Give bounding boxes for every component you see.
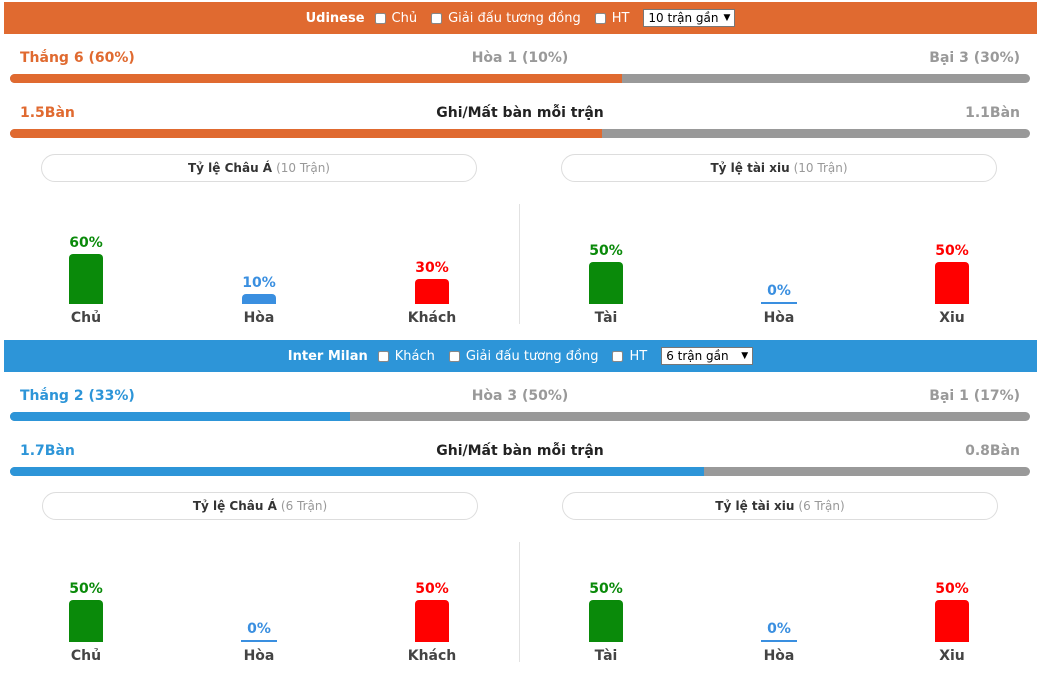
stat-label: Xiu [939, 648, 965, 664]
asia-handicap-tab[interactable]: Tỷ lệ Châu Á (10 Trận) [41, 154, 477, 182]
draw-text: Hòa 1 (10%) [471, 50, 569, 66]
stat-label: Chủ [70, 648, 102, 664]
team-name: Inter Milan [287, 348, 368, 364]
stat-bar [69, 600, 103, 642]
goals-fill [10, 467, 704, 476]
venue-checkbox[interactable]: Khách [377, 349, 435, 364]
team-name: Udinese [305, 10, 365, 26]
record-bar [10, 412, 1030, 421]
stat-bar [242, 294, 276, 304]
over-under-tab[interactable]: Tỷ lệ tài xiu (6 Trận) [562, 492, 998, 520]
stat-label: Hòa [243, 310, 275, 326]
ht-checkbox[interactable]: HT [594, 11, 629, 26]
stat-label: Tài [594, 310, 618, 326]
stat-label: Xiu [939, 310, 965, 326]
checkbox-icon[interactable] [377, 350, 389, 362]
win-text: Thắng 6 (60%) [20, 50, 135, 66]
goals-row: 1.7Bàn Ghi/Mất bàn mỗi trận 0.8Bàn [20, 443, 1020, 461]
loss-text: Bại 1 (17%) [929, 388, 1020, 404]
venue-checkbox[interactable]: Chủ [374, 11, 417, 26]
stat-percent: 50% [935, 243, 969, 259]
goals-row: 1.5Bàn Ghi/Mất bàn mỗi trận 1.1Bàn [20, 105, 1020, 123]
recent-matches-select[interactable]: 6 trận gần ▼ [661, 347, 754, 365]
stat-percent: 0% [247, 621, 271, 637]
recent-matches-select[interactable]: 10 trận gần ▼ [643, 9, 736, 27]
udinese-header: Udinese Chủ Giải đấu tương đồng HT 10 tr… [4, 2, 1037, 34]
divider [519, 542, 520, 662]
ht-checkbox[interactable]: HT [612, 349, 647, 364]
stat-percent: 50% [589, 581, 623, 597]
goals-bar [10, 467, 1030, 476]
stat-percent: 0% [767, 621, 791, 637]
goals-scored: 1.5Bàn [20, 105, 75, 121]
stat-bar [761, 640, 797, 642]
over-under-tab[interactable]: Tỷ lệ tài xiu (10 Trận) [561, 154, 997, 182]
stat-percent: 0% [767, 283, 791, 299]
stat-percent: 10% [242, 275, 276, 291]
win-fill [10, 74, 622, 83]
stat-bar [69, 254, 103, 304]
win-text: Thắng 2 (33%) [20, 388, 135, 404]
stat-label: Hòa [763, 310, 795, 326]
win-fill [10, 412, 350, 421]
record-bar [10, 74, 1030, 83]
stat-bar [935, 262, 969, 304]
stat-label: Chủ [70, 310, 102, 326]
checkbox-icon[interactable] [374, 12, 386, 24]
stat-bar [241, 640, 277, 642]
similar-league-checkbox[interactable]: Giải đấu tương đồng [431, 11, 581, 26]
goals-scored: 1.7Bàn [20, 443, 75, 459]
stat-label: Khách [407, 648, 457, 664]
stat-label: Khách [407, 310, 457, 326]
checkbox-icon[interactable] [448, 350, 460, 362]
goals-conceded: 0.8Bàn [965, 443, 1020, 459]
goals-conceded: 1.1Bàn [965, 105, 1020, 121]
goals-bar [10, 129, 1030, 138]
similar-league-checkbox[interactable]: Giải đấu tương đồng [448, 349, 598, 364]
stat-label: Hòa [763, 648, 795, 664]
divider [519, 204, 520, 324]
stat-bar [589, 262, 623, 304]
goals-title: Ghi/Mất bàn mỗi trận [436, 105, 604, 121]
chevron-down-icon: ▼ [723, 13, 731, 23]
stat-label: Hòa [243, 648, 275, 664]
record-row: Thắng 6 (60%) Hòa 1 (10%) Bại 3 (30%) [20, 50, 1020, 68]
stat-bar [935, 600, 969, 642]
stat-percent: 50% [589, 243, 623, 259]
stat-bar [415, 600, 449, 642]
stat-bar [761, 302, 797, 304]
checkbox-icon[interactable] [594, 12, 606, 24]
asia-handicap-tab[interactable]: Tỷ lệ Châu Á (6 Trận) [42, 492, 478, 520]
udinese-panel: Udinese Chủ Giải đấu tương đồng HT 10 tr… [4, 2, 1037, 326]
loss-text: Bại 3 (30%) [929, 50, 1020, 66]
chevron-down-icon: ▼ [741, 351, 749, 361]
goals-fill [10, 129, 602, 138]
stat-bar [415, 279, 449, 304]
goals-title: Ghi/Mất bàn mỗi trận [436, 443, 604, 459]
stat-percent: 50% [69, 581, 103, 597]
stat-percent: 60% [69, 235, 103, 251]
record-row: Thắng 2 (33%) Hòa 3 (50%) Bại 1 (17%) [20, 388, 1020, 406]
draw-text: Hòa 3 (50%) [471, 388, 569, 404]
inter-milan-header: Inter Milan Khách Giải đấu tương đồng HT… [4, 340, 1037, 372]
stat-percent: 30% [415, 260, 449, 276]
checkbox-icon[interactable] [612, 350, 624, 362]
checkbox-icon[interactable] [431, 12, 443, 24]
stat-percent: 50% [415, 581, 449, 597]
stat-bar [589, 600, 623, 642]
stat-label: Tài [594, 648, 618, 664]
stat-percent: 50% [935, 581, 969, 597]
inter-milan-panel: Inter Milan Khách Giải đấu tương đồng HT… [0, 338, 1041, 676]
